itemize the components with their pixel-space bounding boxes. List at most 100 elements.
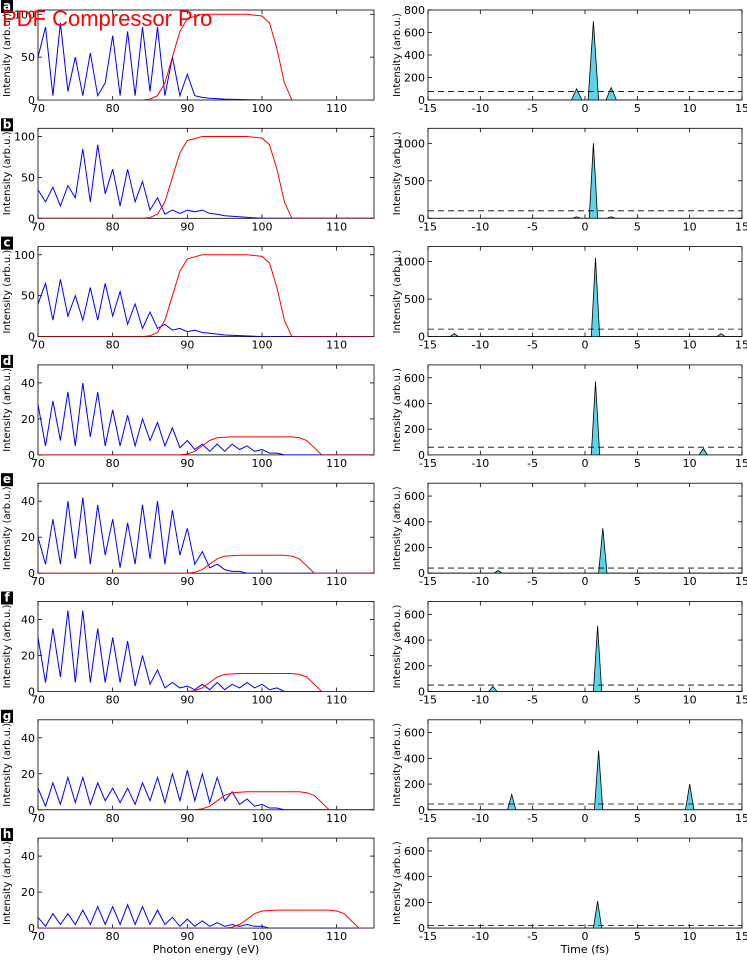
x-tick-label: 0 — [582, 575, 589, 588]
y-tick-label: 100 — [14, 8, 35, 21]
x-tick-label: -5 — [527, 812, 538, 825]
y-tick-label: 200 — [404, 778, 425, 791]
x-tick-label: 5 — [634, 694, 641, 707]
panel-label: c — [3, 236, 10, 250]
x-tick-label: -15 — [419, 102, 437, 115]
x-tick-label: 10 — [683, 575, 697, 588]
y-axis-label: Intensity (arb.u.) — [2, 13, 13, 97]
y-axis-label: Intensity (arb.u.) — [392, 723, 403, 807]
y-tick-label: 0 — [28, 94, 35, 107]
y-tick-label: 500 — [404, 175, 425, 188]
x-tick-label: 15 — [735, 575, 747, 588]
y-axis-label: Intensity (arb.u.) — [392, 131, 403, 215]
x-tick-label: 10 — [683, 930, 697, 943]
y-axis-label: Intensity (arb.u.) — [392, 605, 403, 689]
panel-label-box — [1, 591, 13, 605]
x-axis-label: Time (fs) — [560, 943, 610, 956]
panel-label: a — [3, 0, 11, 13]
x-tick-label: -5 — [527, 102, 538, 115]
pulse-area — [428, 381, 742, 455]
x-tick-label: 10 — [683, 102, 697, 115]
x-tick-label: -10 — [471, 694, 489, 707]
x-tick-label: 90 — [180, 930, 194, 943]
y-tick-label: 50 — [21, 290, 35, 303]
x-tick-label: 5 — [634, 339, 641, 352]
plot-frame — [37, 127, 375, 219]
x-tick-label: -5 — [527, 575, 538, 588]
x-tick-label: -5 — [527, 457, 538, 470]
pulse-area — [428, 21, 742, 100]
x-tick-label: 15 — [735, 457, 747, 470]
y-tick-label: 100 — [14, 249, 35, 262]
y-tick-label: 200 — [404, 896, 425, 909]
x-tick-label: -10 — [471, 575, 489, 588]
x-tick-label: 0 — [582, 457, 589, 470]
y-axis-label: Intensity (arb.u.) — [2, 486, 13, 570]
pulse-area — [428, 750, 742, 810]
plot-frame — [37, 719, 375, 811]
x-tick-label: 5 — [634, 812, 641, 825]
y-axis-label: Intensity (arb.u.) — [392, 13, 403, 97]
panel: 70 80 90 100 110 0 20 40 Intensity (arb.u.)d — [1, 354, 375, 470]
x-tick-label: -15 — [419, 575, 437, 588]
plot-frame — [37, 364, 375, 456]
spectrum-line — [38, 610, 374, 692]
x-tick-label: 80 — [106, 457, 120, 470]
y-tick-label: 0 — [418, 449, 425, 462]
x-tick-label: 0 — [582, 102, 589, 115]
x-tick-label: 100 — [252, 220, 273, 233]
x-tick-label: 0 — [582, 220, 589, 233]
x-tick-label: 5 — [634, 102, 641, 115]
y-axis-label: Intensity (arb.u.) — [2, 841, 13, 925]
y-tick-label: 200 — [404, 660, 425, 673]
x-tick-label: 90 — [180, 102, 194, 115]
pulse-area — [428, 528, 742, 574]
x-tick-label: -10 — [471, 812, 489, 825]
spectrum-line — [38, 22, 374, 100]
y-tick-label: 400 — [404, 516, 425, 529]
x-tick-label: 15 — [735, 812, 747, 825]
x-tick-label: -15 — [419, 220, 437, 233]
spectrum-line — [38, 673, 374, 692]
y-tick-label: 200 — [404, 541, 425, 554]
x-tick-label: 110 — [326, 575, 347, 588]
pulse-area — [428, 625, 742, 692]
panel-label: b — [3, 117, 12, 131]
spectrum-line — [38, 144, 374, 219]
y-tick-label: 40 — [21, 495, 35, 508]
x-tick-label: 110 — [326, 457, 347, 470]
x-tick-label: 5 — [634, 457, 641, 470]
y-tick-label: 0 — [28, 686, 35, 699]
panel-label: h — [3, 827, 12, 841]
x-tick-label: 10 — [683, 339, 697, 352]
x-tick-label: 5 — [634, 575, 641, 588]
x-tick-label: 10 — [683, 457, 697, 470]
y-tick-label: 0 — [28, 922, 35, 935]
x-tick-label: 110 — [326, 694, 347, 707]
x-tick-label: 5 — [634, 930, 641, 943]
x-tick-label: 70 — [31, 102, 45, 115]
y-tick-label: 20 — [21, 531, 35, 544]
x-tick-label: 80 — [106, 102, 120, 115]
y-tick-label: 0 — [28, 804, 35, 817]
y-tick-label: 400 — [404, 871, 425, 884]
y-tick-label: 600 — [404, 727, 425, 740]
panel: 70 80 90 100 110 0 20 40 Intensity (arb.u.) Photo… — [1, 827, 375, 956]
y-axis-label: Intensity (arb.u.) — [392, 841, 403, 925]
x-tick-label: 10 — [683, 812, 697, 825]
y-tick-label: 600 — [404, 372, 425, 385]
x-tick-label: 100 — [252, 930, 273, 943]
y-tick-label: 20 — [21, 768, 35, 781]
x-tick-label: 15 — [735, 220, 747, 233]
x-tick-label: 80 — [106, 575, 120, 588]
y-tick-label: 0 — [418, 922, 425, 935]
x-tick-label: 110 — [326, 220, 347, 233]
panel-label: e — [3, 472, 11, 486]
plot-frame — [427, 837, 743, 929]
plot-frame — [427, 482, 743, 574]
spectrum-line — [38, 13, 374, 100]
